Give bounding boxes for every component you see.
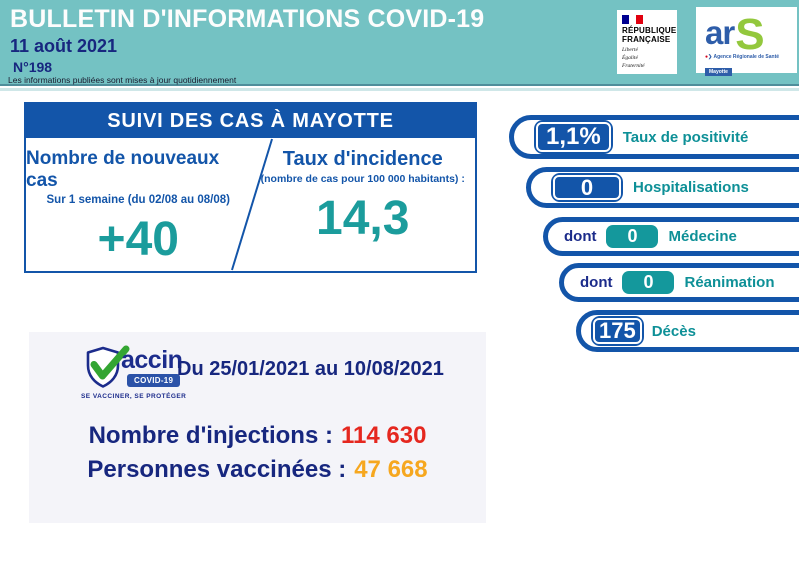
rf-name: RÉPUBLIQUE FRANÇAISE bbox=[622, 26, 677, 44]
stat-value: 0 bbox=[580, 174, 594, 200]
stat-value-box: 1,1% bbox=[534, 120, 613, 154]
new-cases-sublabel: Sur 1 semaine (du 02/08 au 08/08) bbox=[46, 194, 230, 206]
stat-label: Hospitalisations bbox=[633, 179, 749, 196]
ars-region-badge: Mayotte bbox=[705, 68, 732, 76]
stat-value: 0 bbox=[643, 272, 654, 292]
stat-label: Médecine bbox=[668, 228, 737, 245]
cases-card: SUIVI DES CAS À MAYOTTE Nombre de nouvea… bbox=[24, 102, 477, 273]
ars-dot-icon: ● bbox=[705, 54, 709, 60]
injections-label: Nombre d'injections : bbox=[88, 422, 333, 449]
ars-ar-text: ar bbox=[705, 14, 735, 51]
vaccination-period: Du 25/01/2021 au 10/08/2021 bbox=[177, 358, 444, 380]
injections-line: Nombre d'injections : 114 630 bbox=[29, 422, 486, 450]
stat-value: 0 bbox=[627, 226, 638, 246]
ars-logo: arS ●❯ Agence Régionale de Santé Mayotte bbox=[696, 7, 797, 76]
ars-agency-name: Agence Régionale de Santé bbox=[713, 54, 780, 60]
vaccin-covid19-logo: accin COVID-19 SE VACCINER, SE PROTÉGER bbox=[81, 345, 204, 409]
rf-motto-line2: Égalité bbox=[622, 55, 638, 62]
bulletin-date: 11 août 2021 bbox=[10, 36, 118, 56]
update-note: Les informations publiées sont mises à j… bbox=[8, 75, 237, 85]
rf-motto-line1: Liberté bbox=[622, 47, 638, 54]
vaccination-card: accin COVID-19 SE VACCINER, SE PROTÉGER … bbox=[29, 332, 486, 523]
stat-prefix: dont bbox=[564, 228, 597, 245]
republique-francaise-logo: RÉPUBLIQUE FRANÇAISE Liberté Égalité Fra… bbox=[617, 10, 677, 74]
ars-s-text: S bbox=[735, 10, 765, 59]
stat-value-box: 0 bbox=[551, 172, 623, 203]
new-cases-column: Nombre de nouveaux cas Sur 1 semaine (du… bbox=[26, 138, 251, 271]
vaccinated-line: Personnes vaccinées : 47 668 bbox=[29, 456, 486, 484]
vaccin-wordmark: accin bbox=[121, 346, 183, 374]
stat-value-box: 175 bbox=[591, 316, 644, 346]
french-flag-icon bbox=[622, 15, 677, 24]
cases-card-title: SUIVI DES CAS À MAYOTTE bbox=[26, 104, 475, 138]
stat-label: Taux de positivité bbox=[622, 128, 749, 146]
stat-value: 1,1% bbox=[546, 123, 601, 150]
rf-motto-line3: Fraternité bbox=[622, 62, 645, 69]
stat-value: 175 bbox=[599, 318, 636, 344]
rf-name-line2: FRANÇAISE bbox=[622, 35, 671, 45]
ars-chevron-icon: ❯ bbox=[708, 54, 713, 60]
stat-value-box: 0 bbox=[622, 271, 675, 294]
vaccinated-label: Personnes vaccinées : bbox=[87, 456, 347, 483]
cases-card-body: Nombre de nouveaux cas Sur 1 semaine (du… bbox=[26, 138, 475, 271]
shield-check-icon bbox=[86, 345, 130, 388]
stat-pill-positivity: 1,1% Taux de positivité bbox=[509, 115, 799, 159]
incidence-label: Taux d'incidence bbox=[282, 148, 443, 170]
injections-value: 114 630 bbox=[340, 422, 427, 449]
page-title: BULLETIN D'INFORMATIONS COVID-19 bbox=[10, 5, 485, 33]
rf-motto: Liberté Égalité Fraternité bbox=[622, 47, 677, 70]
incidence-column: Taux d'incidence (nombre de cas pour 100… bbox=[251, 138, 476, 271]
incidence-value: 14,3 bbox=[316, 192, 410, 245]
ars-wordmark: arS bbox=[705, 8, 797, 57]
vaccin-tagline: SE VACCINER, SE PROTÉGER bbox=[81, 393, 187, 400]
stat-label: Décès bbox=[651, 322, 696, 340]
ars-agency-line: ●❯ Agence Régionale de Santé bbox=[705, 54, 797, 60]
header-banner: BULLETIN D'INFORMATIONS COVID-19 11 août… bbox=[0, 0, 799, 86]
vaccinated-value: 47 668 bbox=[354, 456, 428, 483]
stat-pill-deces: 175 Décès bbox=[576, 310, 799, 352]
stat-prefix: dont bbox=[580, 274, 613, 291]
header-divider bbox=[0, 88, 799, 91]
new-cases-value: +40 bbox=[97, 213, 179, 266]
stat-pill-hospitalisations: 0 Hospitalisations bbox=[526, 167, 799, 208]
rf-name-line1: RÉPUBLIQUE bbox=[622, 26, 677, 35]
issue-number: N°198 bbox=[13, 59, 53, 75]
incidence-sublabel: (nombre de cas pour 100 000 habitants) : bbox=[260, 173, 465, 185]
stat-label: Réanimation bbox=[684, 274, 775, 291]
covid19-badge: COVID-19 bbox=[127, 374, 181, 387]
stat-pill-medecine: dont 0 Médecine bbox=[543, 217, 799, 256]
stat-value-box: 0 bbox=[606, 225, 659, 248]
new-cases-label: Nombre de nouveaux cas bbox=[26, 148, 220, 191]
stat-pill-reanimation: dont 0 Réanimation bbox=[559, 263, 799, 302]
